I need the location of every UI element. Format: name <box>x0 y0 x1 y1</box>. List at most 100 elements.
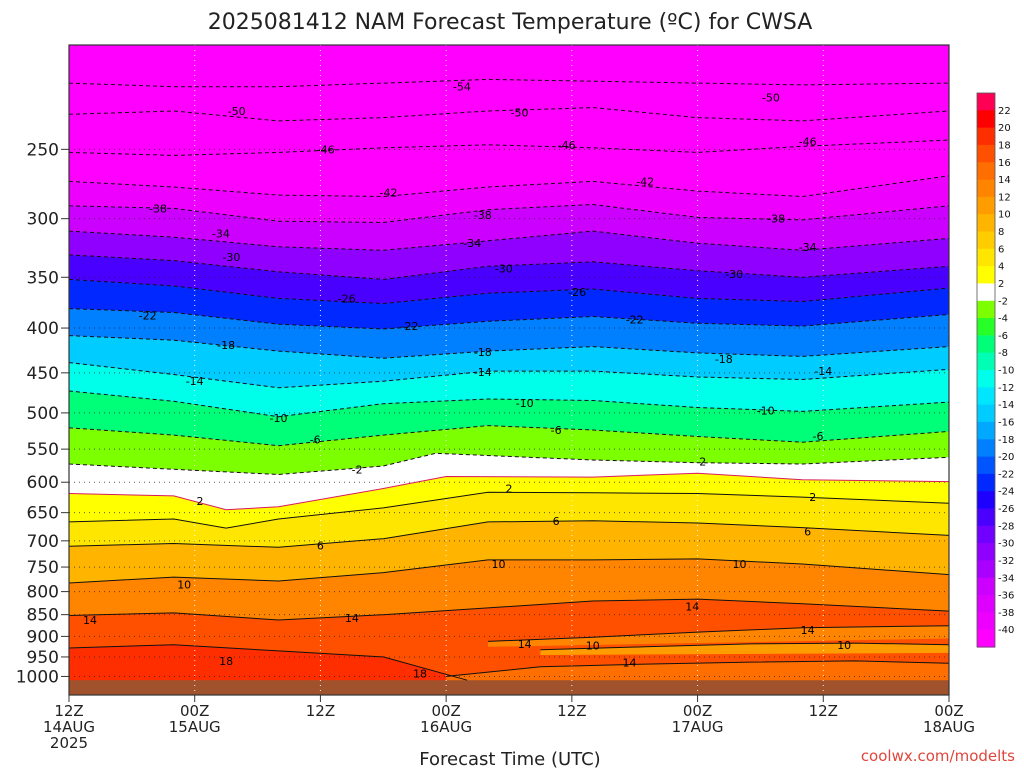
contour-label: 10 <box>177 578 191 591</box>
contour-label: -10 <box>757 405 775 418</box>
contour-label: -38 <box>767 213 785 226</box>
y-tick-label: 700 <box>27 532 59 552</box>
contour-line <box>446 660 949 677</box>
colorbar-swatch <box>977 162 995 181</box>
x-tick-label: 00Z <box>934 702 963 720</box>
contour-label: 6 <box>553 515 560 528</box>
colorbar-tick-label: -16 <box>998 417 1014 428</box>
x-tick-label: 00Z <box>431 702 460 720</box>
contour-line <box>69 390 949 418</box>
contour-label: -54 <box>453 81 471 94</box>
colorbar-tick-label: 4 <box>998 262 1004 273</box>
colorbar-swatch <box>977 110 995 129</box>
contour-label: -22 <box>401 320 419 333</box>
colorbar-tick-label: -12 <box>998 383 1014 394</box>
contour-label: -6 <box>310 433 321 446</box>
colorbar-tick-label: -10 <box>998 366 1014 377</box>
colorbar-tick-label: -20 <box>998 452 1014 463</box>
colorbar-swatch <box>977 612 995 631</box>
contour-label: -14 <box>186 375 204 388</box>
colorbar-tick-label: 16 <box>998 158 1011 169</box>
temperature-band <box>69 425 949 475</box>
contour-label: -18 <box>474 346 492 359</box>
x-tick-label: 12Z <box>306 702 335 720</box>
contour-line <box>69 472 949 511</box>
y-tick-label: 400 <box>27 319 59 339</box>
colorbar-swatch <box>977 577 995 596</box>
colorbar-swatch <box>977 266 995 284</box>
colorbar-frame <box>976 92 996 648</box>
contour-label: -14 <box>474 366 492 379</box>
contour-line <box>540 642 949 651</box>
colorbar-tick-label: 10 <box>998 210 1011 221</box>
contour-label: -30 <box>222 251 240 264</box>
colorbar-tick-label: -24 <box>998 487 1014 498</box>
temperature-band <box>69 140 949 197</box>
temperature-band <box>69 558 949 620</box>
colorbar-tick-label: 20 <box>998 123 1011 134</box>
colorbar-tick-label: -22 <box>998 469 1014 480</box>
colorbar-swatch <box>977 370 995 388</box>
contour-label: -50 <box>228 105 246 118</box>
x-axis-label: Forecast Time (UTC) <box>419 749 600 768</box>
contour-label: 14 <box>83 614 97 627</box>
contour-label: 2 <box>506 483 513 496</box>
y-tick-label: 600 <box>27 473 59 493</box>
temperature-band <box>69 279 949 329</box>
ground-layer <box>69 680 949 695</box>
contour-label: -38 <box>474 209 492 222</box>
colorbar-swatch <box>977 560 995 579</box>
contour-label: -18 <box>715 353 733 366</box>
colorbar-tick-label: -30 <box>998 539 1014 550</box>
contour-label: -10 <box>270 412 288 425</box>
y-tick-label: 850 <box>27 606 59 626</box>
contour-line <box>69 425 949 447</box>
contour-label: -30 <box>725 268 743 281</box>
contour-line <box>69 203 949 224</box>
plot-frame <box>68 44 950 696</box>
contour-label: 10 <box>586 640 600 653</box>
contour-label: 14 <box>801 624 815 637</box>
contour-line <box>69 362 949 389</box>
temperature-band <box>69 453 949 510</box>
y-tick-label: 1000 <box>16 667 59 687</box>
contour-label: 2 <box>809 491 816 504</box>
contour-line <box>69 558 949 584</box>
colorbar-tick-label: 22 <box>998 106 1011 117</box>
colorbar-tick-label: -6 <box>998 331 1008 342</box>
colorbar-swatch <box>977 525 995 544</box>
temperature-band <box>69 308 949 359</box>
colorbar-tick-label: 12 <box>998 192 1011 203</box>
temperature-band <box>69 204 949 251</box>
colorbar-swatch <box>977 335 995 354</box>
colorbar-swatch <box>977 456 995 475</box>
temperature-band-inner <box>488 625 949 647</box>
y-axis: 2503003504004505005506006507007508008509… <box>16 140 69 687</box>
contour-label: -2 <box>352 463 363 476</box>
contour-line <box>69 644 468 681</box>
contour-line <box>487 625 949 642</box>
contour-line <box>69 308 949 330</box>
colorbar-swatch <box>977 196 995 215</box>
colorbar-tick-label: 2 <box>998 279 1004 290</box>
colorbar-swatch <box>977 214 995 233</box>
contour-labels: -54 -50 -50 -50 -46 -46 -46 -42 -42 -38 -38 -38 -34 -… <box>83 81 851 681</box>
temperature-band <box>69 79 949 121</box>
x-tick-label: 14AUG <box>43 718 95 736</box>
y-tick-label: 650 <box>27 504 59 524</box>
colorbar-swatch <box>977 439 995 458</box>
colorbar-swatch <box>977 491 995 510</box>
credit-text: coolwx.com/modelts <box>861 747 1015 765</box>
contour-label: -14 <box>814 365 832 378</box>
x-tick-label: 00Z <box>180 702 209 720</box>
colorbar-swatch <box>977 179 995 198</box>
contour-label: -42 <box>380 186 398 199</box>
contour-label: 14 <box>685 601 699 614</box>
colorbar-tick-label: -18 <box>998 435 1014 446</box>
contour-label: -6 <box>551 424 562 437</box>
temperature-bands <box>69 45 949 695</box>
temperature-band <box>69 231 949 280</box>
contour-label: -34 <box>212 228 230 241</box>
colorbar-swatch <box>977 300 995 319</box>
contour-label: -42 <box>636 175 654 188</box>
